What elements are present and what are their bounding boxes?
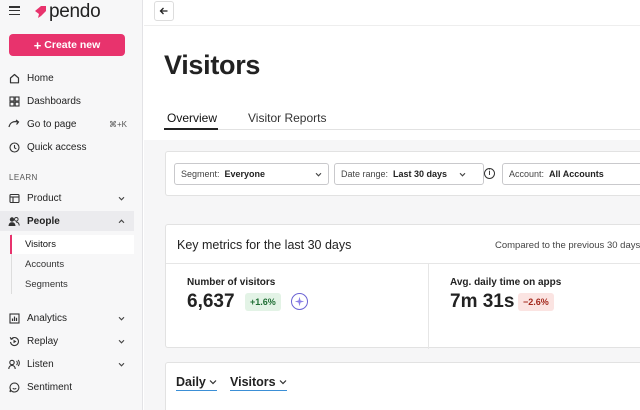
chevron-down-icon <box>279 380 287 385</box>
create-new-label: Create new <box>44 39 101 51</box>
create-new-button[interactable]: + Create new <box>9 34 125 56</box>
account-label: Account: <box>509 169 545 179</box>
visitors-metric-label: Number of visitors <box>187 277 276 288</box>
sidebar-item-quick-access[interactable]: Quick access <box>0 137 134 157</box>
tab-visitor-reports[interactable]: Visitor Reports <box>248 111 327 125</box>
section-label-learn: LEARN <box>9 173 38 182</box>
metrics-divider <box>166 263 640 264</box>
chart-card: Daily Visitors <box>165 362 640 410</box>
sidebar-subitem-segments[interactable]: Segments <box>25 279 68 290</box>
logo-text: pendo <box>49 1 101 22</box>
active-tab-indicator <box>164 128 218 130</box>
tab-overview[interactable]: Overview <box>167 111 218 125</box>
sidebar-item-label: Analytics <box>27 312 68 324</box>
sidebar-item-analytics[interactable]: Analytics <box>0 308 134 328</box>
date-range-label: Date range: <box>341 169 389 179</box>
sidebar-item-dashboards[interactable]: Dashboards <box>0 91 134 111</box>
sidebar-item-label: Sentiment <box>27 381 73 393</box>
chevron-down-icon <box>459 172 466 177</box>
subnav-rail <box>11 234 12 294</box>
filter-bar: Segment: Everyone Date range: Last 30 da… <box>165 151 640 196</box>
visitors-metric-value: 6,637 <box>187 291 235 312</box>
date-range-value: Last 30 days <box>393 169 448 179</box>
time-metric-value: 7m 31s <box>450 291 515 312</box>
segment-value: Everyone <box>224 169 266 179</box>
interval-dropdown[interactable]: Daily <box>176 375 217 391</box>
metric-dropdown[interactable]: Visitors <box>230 375 287 391</box>
account-select[interactable]: Account: All Accounts <box>502 163 640 185</box>
interval-value: Daily <box>176 375 206 389</box>
chevron-down-icon <box>118 196 125 201</box>
header-divider <box>144 25 640 26</box>
ai-sparkle-icon[interactable] <box>291 293 308 310</box>
date-range-select[interactable]: Date range: Last 30 days <box>334 163 484 185</box>
sidebar-item-go-to-page[interactable]: Go to page ⌘+K <box>0 114 134 134</box>
pendo-logo[interactable]: pendo <box>33 1 101 23</box>
metric-value: Visitors <box>230 375 276 389</box>
chevron-down-icon <box>209 380 217 385</box>
segment-label: Segment: <box>181 169 220 179</box>
sidebar-item-label: Dashboards <box>27 95 81 107</box>
chevron-down-icon <box>118 339 125 344</box>
sidebar-item-product[interactable]: Product <box>0 188 134 208</box>
time-metric-label: Avg. daily time on apps <box>450 277 562 288</box>
product-icon <box>8 192 20 204</box>
home-icon <box>8 72 20 84</box>
sidebar-subitem-visitors[interactable]: Visitors <box>10 235 134 254</box>
sidebar-subitem-accounts[interactable]: Accounts <box>25 259 65 270</box>
metric-separator <box>428 264 429 349</box>
people-icon <box>8 215 20 227</box>
replay-icon <box>8 335 20 347</box>
visitors-change-badge: +1.6% <box>245 293 281 311</box>
segment-select[interactable]: Segment: Everyone <box>174 163 329 185</box>
sidebar-item-label: Go to page <box>27 118 77 130</box>
key-metrics-card: Key metrics for the last 30 days Compare… <box>165 224 640 349</box>
sidebar-item-label: Product <box>27 192 62 204</box>
chevron-down-icon <box>315 172 322 177</box>
main-content: Visitors Overview Visitor Reports Segmen… <box>144 0 640 410</box>
go-to-page-icon <box>8 118 20 130</box>
sentiment-icon <box>8 381 20 393</box>
sidebar-item-label: Replay <box>27 335 59 347</box>
metrics-title: Key metrics for the last 30 days <box>177 238 352 252</box>
sidebar-item-label: Quick access <box>27 141 87 153</box>
chevron-down-icon <box>118 362 125 367</box>
clock-icon <box>8 141 20 153</box>
listen-icon <box>8 358 20 370</box>
pendo-logo-icon <box>35 6 46 18</box>
chevron-up-icon <box>118 218 125 223</box>
metrics-compare-text: Compared to the previous 30 days <box>495 240 640 251</box>
page-title: Visitors <box>164 50 261 80</box>
sidebar: pendo + Create new Home Dashboards Go to… <box>0 0 143 410</box>
back-button[interactable] <box>154 1 174 21</box>
time-change-badge: −2.6% <box>518 293 554 311</box>
dashboard-icon <box>8 95 20 107</box>
sidebar-item-label: People <box>27 215 60 227</box>
sidebar-item-home[interactable]: Home <box>0 68 134 88</box>
sidebar-item-label: Home <box>27 72 54 84</box>
sidebar-item-label: Listen <box>27 358 54 370</box>
tab-bar: Overview Visitor Reports <box>164 108 640 130</box>
analytics-icon <box>8 312 20 324</box>
info-icon[interactable]: i <box>484 168 495 179</box>
plus-icon: + <box>33 37 42 53</box>
chevron-down-icon <box>118 316 125 321</box>
sidebar-item-sentiment[interactable]: Sentiment <box>0 377 134 397</box>
shortcut-hint: ⌘+K <box>108 119 127 129</box>
account-value: All Accounts <box>549 169 604 179</box>
sidebar-item-listen[interactable]: Listen <box>0 354 134 374</box>
sidebar-item-replay[interactable]: Replay <box>0 331 134 351</box>
arrow-left-icon <box>159 7 168 15</box>
menu-icon[interactable] <box>9 6 20 16</box>
sidebar-item-people[interactable]: People <box>0 211 134 231</box>
